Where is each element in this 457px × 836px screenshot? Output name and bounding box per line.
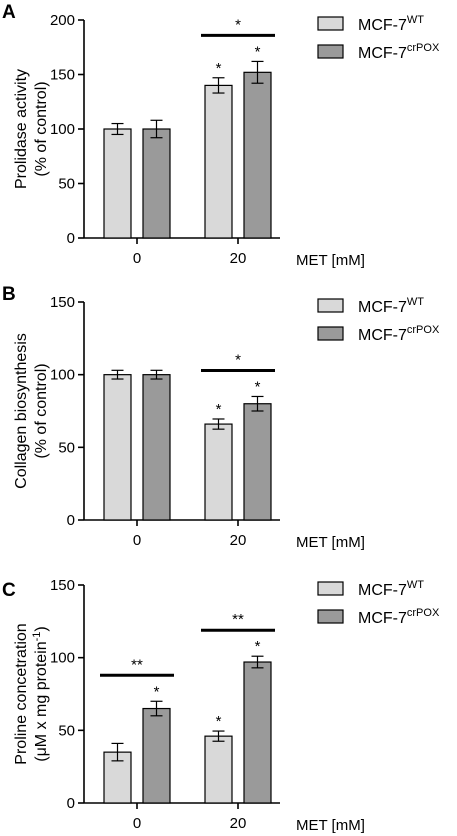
x-tick-label: 0 — [133, 815, 141, 832]
bar — [243, 661, 272, 804]
x-tick-label: 20 — [230, 815, 247, 832]
bar — [142, 707, 171, 804]
legend-label: MCF-7WT — [358, 579, 424, 599]
panel-b: B 0 50 100 150 0 20 MET [mM] Collagen biosynthes… — [2, 284, 440, 551]
significance-star: * — [216, 401, 222, 418]
significance-star: * — [216, 713, 222, 730]
bracket-label: ** — [131, 656, 143, 673]
y-tick-label: 150 — [50, 67, 75, 84]
y-tick-label: 50 — [58, 439, 75, 456]
y-tick-label: 200 — [50, 12, 75, 29]
x-tick-label: 20 — [230, 250, 247, 267]
significance-star: * — [154, 683, 160, 700]
bracket-label: * — [235, 16, 241, 33]
bar — [103, 128, 132, 239]
significance-star: * — [255, 43, 261, 60]
significance-star: * — [255, 378, 261, 395]
y-axis-label-line2: (% of control) — [33, 363, 50, 458]
legend-label: MCF-7crPOX — [358, 324, 440, 344]
x-tick-label: 0 — [133, 250, 141, 267]
panel-letter: A — [2, 2, 16, 23]
y-tick-label: 100 — [50, 121, 75, 138]
bar — [243, 71, 272, 239]
significance-star: * — [255, 638, 261, 655]
y-tick-label: 100 — [50, 367, 75, 384]
panel-c: C 0 50 100 150 0 20 MET [mM] Proline concetratio… — [2, 577, 440, 834]
bracket-label: ** — [232, 611, 244, 628]
bar — [103, 374, 132, 521]
legend-label: MCF-7WT — [358, 14, 424, 34]
x-tick-label: 20 — [230, 532, 247, 549]
y-tick-label: 50 — [58, 722, 75, 739]
y-axis-label-line1: Collagen biosynthesis — [13, 333, 30, 489]
y-axis-label-line2: (μM x mg protein-1) — [31, 626, 50, 761]
bar — [142, 128, 171, 239]
y-tick-label: 100 — [50, 650, 75, 667]
bar — [243, 403, 272, 521]
legend-swatch — [317, 16, 344, 31]
legend-swatch — [317, 581, 344, 596]
x-axis-label: MET [mM] — [296, 252, 365, 269]
x-axis-label: MET [mM] — [296, 534, 365, 551]
panel-letter: B — [2, 284, 16, 305]
bar — [204, 735, 233, 804]
x-axis-label: MET [mM] — [296, 817, 365, 834]
bracket-label: * — [235, 351, 241, 368]
legend-swatch — [317, 44, 344, 59]
y-axis-label-line1: Proline concetration — [13, 623, 30, 764]
significance-star: * — [216, 60, 222, 77]
y-tick-label: 0 — [67, 230, 75, 247]
legend-swatch — [317, 326, 344, 341]
panel-letter: C — [2, 580, 16, 601]
legend-label: MCF-7WT — [358, 296, 424, 316]
legend-swatch — [317, 609, 344, 624]
legend-label: MCF-7crPOX — [358, 42, 440, 62]
y-tick-label: 0 — [67, 795, 75, 812]
bar — [142, 374, 171, 521]
y-tick-label: 50 — [58, 176, 75, 193]
bar — [204, 84, 233, 239]
legend-swatch — [317, 298, 344, 313]
bar — [204, 423, 233, 521]
y-tick-label: 150 — [50, 577, 75, 594]
legend-label: MCF-7crPOX — [358, 607, 440, 627]
x-tick-label: 0 — [133, 532, 141, 549]
y-axis-label-line2: (% of control) — [33, 81, 50, 176]
y-tick-label: 150 — [50, 294, 75, 311]
panel-a: A 0 50 100 150 200 0 20 MET [mM] Prolidase activi… — [2, 2, 440, 269]
y-tick-label: 0 — [67, 512, 75, 529]
y-axis-label-line1: Prolidase activity — [13, 69, 30, 189]
